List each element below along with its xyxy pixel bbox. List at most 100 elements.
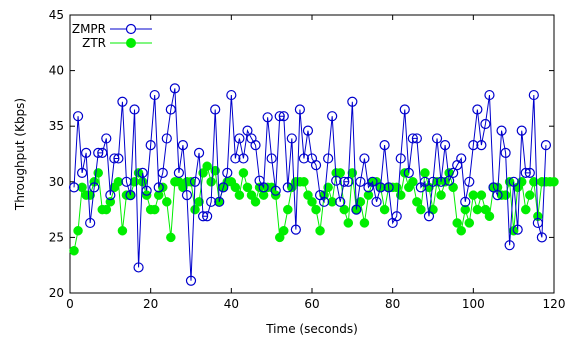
x-tick-label: 80	[385, 297, 400, 311]
series-zmpr	[68, 83, 552, 286]
data-point-zmpr	[335, 196, 346, 207]
data-point-zmpr	[355, 176, 366, 187]
data-point-ztr	[456, 225, 466, 236]
data-point-zmpr	[395, 153, 406, 164]
data-point-zmpr	[391, 211, 402, 222]
data-point-ztr	[153, 190, 164, 200]
data-point-ztr	[448, 182, 458, 193]
data-point-zmpr	[177, 140, 189, 151]
data-point-ztr	[242, 182, 253, 193]
legend: ZMPR ZTR	[72, 22, 152, 50]
data-point-ztr	[363, 190, 374, 200]
data-point-zmpr	[125, 190, 136, 201]
data-point-ztr	[69, 245, 79, 256]
data-point-zmpr	[121, 176, 132, 187]
data-point-zmpr	[496, 125, 507, 136]
data-point-zmpr	[504, 240, 515, 251]
data-point-ztr	[549, 177, 559, 187]
data-point-ztr	[468, 190, 479, 200]
data-point-zmpr	[109, 153, 120, 164]
data-point-zmpr	[371, 196, 382, 207]
data-point-zmpr	[379, 140, 390, 151]
data-point-zmpr	[113, 153, 124, 164]
data-point-ztr	[343, 218, 354, 228]
data-point-zmpr	[298, 153, 310, 164]
data-point-ztr	[359, 218, 370, 228]
data-point-zmpr	[210, 104, 221, 115]
data-point-zmpr	[266, 153, 277, 164]
data-point-zmpr	[133, 262, 144, 273]
data-point-zmpr	[161, 133, 172, 144]
data-point-zmpr	[72, 111, 84, 122]
data-point-ztr	[113, 177, 124, 187]
data-point-ztr	[234, 190, 245, 200]
data-point-zmpr	[319, 196, 330, 207]
data-point-zmpr	[480, 118, 491, 130]
data-point-zmpr	[193, 147, 205, 158]
data-point-zmpr	[367, 176, 378, 187]
data-point-ztr	[484, 211, 495, 222]
data-point-zmpr	[185, 275, 197, 286]
data-point-zmpr	[101, 133, 112, 144]
data-point-ztr	[521, 204, 531, 215]
data-point-zmpr	[512, 224, 523, 235]
data-point-zmpr	[250, 140, 261, 151]
data-point-zmpr	[456, 153, 467, 164]
data-point-zmpr	[141, 185, 152, 196]
data-point-zmpr	[419, 176, 431, 187]
data-point-ztr	[339, 204, 350, 215]
data-point-zmpr	[145, 140, 156, 151]
data-point-ztr	[279, 225, 289, 236]
data-point-zmpr	[468, 140, 479, 151]
data-point-zmpr	[484, 89, 495, 101]
data-point-zmpr	[444, 175, 455, 186]
legend-label-zmpr: ZMPR	[72, 22, 106, 36]
y-tick-label: 20	[49, 286, 64, 300]
data-point-zmpr	[488, 182, 499, 193]
data-point-zmpr	[198, 211, 209, 222]
data-point-ztr	[166, 232, 176, 243]
data-point-zmpr	[230, 153, 241, 164]
data-point-ztr	[85, 190, 95, 200]
data-point-zmpr	[262, 112, 273, 123]
data-point-zmpr	[500, 147, 511, 158]
data-point-ztr	[206, 177, 216, 187]
data-point-ztr	[452, 218, 462, 228]
data-point-ztr	[420, 168, 430, 178]
data-point-ztr	[117, 225, 128, 236]
data-point-zmpr	[85, 217, 96, 229]
x-tick-label: 40	[224, 297, 239, 311]
legend-marker-ztr	[126, 38, 136, 48]
data-point-zmpr	[492, 190, 503, 201]
data-point-ztr	[162, 197, 172, 207]
data-point-zmpr	[278, 111, 289, 122]
data-point-zmpr	[536, 232, 548, 243]
data-point-zmpr	[460, 196, 471, 207]
data-point-zmpr	[129, 104, 140, 115]
data-point-zmpr	[117, 96, 128, 107]
data-point-zmpr	[258, 182, 269, 193]
data-point-zmpr	[89, 182, 100, 193]
data-point-ztr	[250, 197, 261, 207]
data-point-zmpr	[206, 196, 217, 207]
data-point-zmpr	[169, 83, 180, 94]
data-point-zmpr	[218, 182, 229, 193]
data-point-ztr	[311, 204, 321, 215]
data-point-zmpr	[359, 153, 370, 164]
data-point-ztr	[408, 177, 418, 187]
data-point-ztr	[258, 190, 269, 200]
x-tick-label: 60	[304, 297, 319, 311]
data-point-zmpr	[137, 167, 148, 179]
data-point-zmpr	[153, 182, 164, 193]
data-point-zmpr	[310, 160, 322, 171]
data-point-zmpr	[202, 211, 213, 222]
data-point-zmpr	[331, 175, 342, 186]
data-point-zmpr	[351, 204, 362, 215]
data-point-ztr	[101, 204, 112, 215]
x-tick-label: 0	[66, 297, 74, 311]
data-point-ztr	[436, 190, 446, 200]
data-point-zmpr	[440, 140, 451, 151]
data-point-zmpr	[274, 111, 285, 122]
